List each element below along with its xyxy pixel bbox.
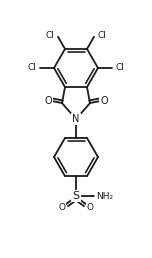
Text: O: O: [100, 96, 108, 106]
Text: N: N: [72, 114, 80, 124]
Text: O: O: [44, 96, 52, 106]
Text: Cl: Cl: [116, 63, 125, 72]
Text: Cl: Cl: [98, 31, 107, 40]
Text: Cl: Cl: [27, 63, 36, 72]
Text: O: O: [59, 203, 66, 212]
Text: Cl: Cl: [45, 31, 54, 40]
Text: O: O: [86, 203, 93, 212]
Text: S: S: [73, 191, 79, 201]
Text: NH₂: NH₂: [96, 192, 113, 201]
